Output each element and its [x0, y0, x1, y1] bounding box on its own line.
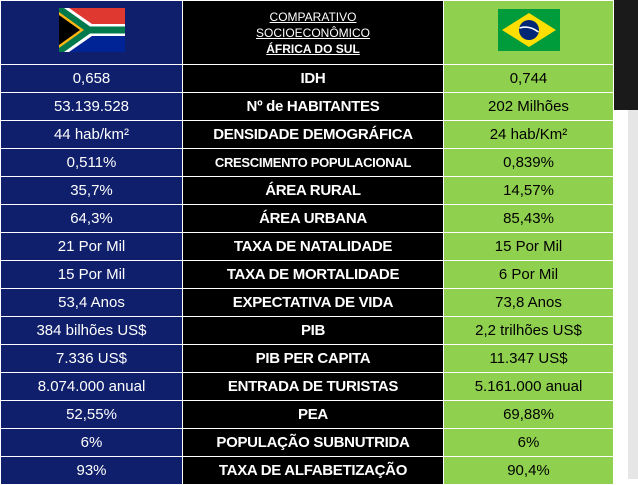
indicator-label: ENTRADA DE TURISTAS	[182, 372, 444, 401]
south-africa-value: 93%	[0, 456, 183, 485]
south-africa-value: 52,55%	[0, 400, 183, 429]
brazil-value: 90,4%	[443, 456, 614, 485]
south-africa-value: 384 bilhões US$	[0, 316, 183, 345]
table-header-row: COMPARATIVO SOCIOECONÔMICO ÁFRICA DO SUL	[0, 0, 614, 65]
brazil-header-cell	[443, 0, 614, 65]
table-row: 52,55% PEA 69,88%	[0, 400, 614, 429]
table-row: 53,4 Anos EXPECTATIVA DE VIDA 73,8 Anos	[0, 288, 614, 317]
indicator-label: CRESCIMENTO POPULACIONAL	[182, 148, 444, 177]
brazil-value: 73,8 Anos	[443, 288, 614, 317]
table-row: 64,3% ÁREA URBANA 85,43%	[0, 204, 614, 233]
table-row: 6% POPULAÇÃO SUBNUTRIDA 6%	[0, 428, 614, 457]
indicator-label: PEA	[182, 400, 444, 429]
table-row: 93% TAXA DE ALFABETIZAÇÃO 90,4%	[0, 456, 614, 485]
brazil-flag-icon	[497, 9, 560, 56]
brazil-value: 69,88%	[443, 400, 614, 429]
table-row: 0,511% CRESCIMENTO POPULACIONAL 0,839%	[0, 148, 614, 177]
indicator-label: PIB	[182, 316, 444, 345]
title-line-3: ÁFRICA DO SUL	[266, 41, 360, 56]
brazil-value: 202 Milhões	[443, 92, 614, 121]
table-row: 7.336 US$ PIB PER CAPITA 11.347 US$	[0, 344, 614, 373]
south-africa-value: 8.074.000 anual	[0, 372, 183, 401]
south-africa-header-cell	[0, 0, 183, 65]
table-row: 8.074.000 anual ENTRADA DE TURISTAS 5.161.…	[0, 372, 614, 401]
brazil-value: 14,57%	[443, 176, 614, 205]
south-africa-value: 53.139.528	[0, 92, 183, 121]
table-row: 44 hab/km² DENSIDADE DEMOGRÁFICA 24 hab/Km…	[0, 120, 614, 149]
south-africa-flag-icon	[58, 8, 125, 57]
indicator-label: POPULAÇÃO SUBNUTRIDA	[182, 428, 444, 457]
indicator-label: ÁREA RURAL	[182, 176, 444, 205]
title-line-1: COMPARATIVO	[269, 9, 357, 24]
table-row: 21 Por Mil TAXA DE NATALIDADE 15 Por Mil	[0, 232, 614, 261]
south-africa-value: 53,4 Anos	[0, 288, 183, 317]
south-africa-value: 35,7%	[0, 176, 183, 205]
brazil-value: 0,839%	[443, 148, 614, 177]
indicator-label: TAXA DE MORTALIDADE	[182, 260, 444, 289]
south-africa-value: 64,3%	[0, 204, 183, 233]
brazil-value: 2,2 trilhões US$	[443, 316, 614, 345]
background-band-right	[628, 110, 638, 479]
title-line-2: SOCIOECONÔMICO	[255, 25, 370, 40]
brazil-value: 0,744	[443, 64, 614, 93]
brazil-value: 6%	[443, 428, 614, 457]
indicator-label: PIB PER CAPITA	[182, 344, 444, 373]
brazil-value: 85,43%	[443, 204, 614, 233]
south-africa-value: 0,658	[0, 64, 183, 93]
south-africa-value: 15 Por Mil	[0, 260, 183, 289]
table-row: 384 bilhões US$ PIB 2,2 trilhões US$	[0, 316, 614, 345]
indicator-label: Nº de HABITANTES	[182, 92, 444, 121]
table-row: 15 Por Mil TAXA DE MORTALIDADE 6 Por Mil	[0, 260, 614, 289]
south-africa-value: 6%	[0, 428, 183, 457]
brazil-value: 6 Por Mil	[443, 260, 614, 289]
table-row: 0,658 IDH 0,744	[0, 64, 614, 93]
indicator-label: TAXA DE ALFABETIZAÇÃO	[182, 456, 444, 485]
table-row: 35,7% ÁREA RURAL 14,57%	[0, 176, 614, 205]
indicator-label: EXPECTATIVA DE VIDA	[182, 288, 444, 317]
indicator-label: DENSIDADE DEMOGRÁFICA	[182, 120, 444, 149]
comparison-table: COMPARATIVO SOCIOECONÔMICO ÁFRICA DO SUL…	[0, 0, 614, 485]
indicator-label: IDH	[182, 64, 444, 93]
indicator-label: ÁREA URBANA	[182, 204, 444, 233]
brazil-value: 15 Por Mil	[443, 232, 614, 261]
brazil-value: 11.347 US$	[443, 344, 614, 373]
brazil-value: 24 hab/Km²	[443, 120, 614, 149]
south-africa-value: 21 Por Mil	[0, 232, 183, 261]
table-row: 53.139.528 Nº de HABITANTES 202 Milhões	[0, 92, 614, 121]
south-africa-value: 0,511%	[0, 148, 183, 177]
title-cell: COMPARATIVO SOCIOECONÔMICO ÁFRICA DO SUL	[182, 0, 444, 65]
indicator-label: TAXA DE NATALIDADE	[182, 232, 444, 261]
south-africa-value: 7.336 US$	[0, 344, 183, 373]
brazil-value: 5.161.000 anual	[443, 372, 614, 401]
south-africa-value: 44 hab/km²	[0, 120, 183, 149]
